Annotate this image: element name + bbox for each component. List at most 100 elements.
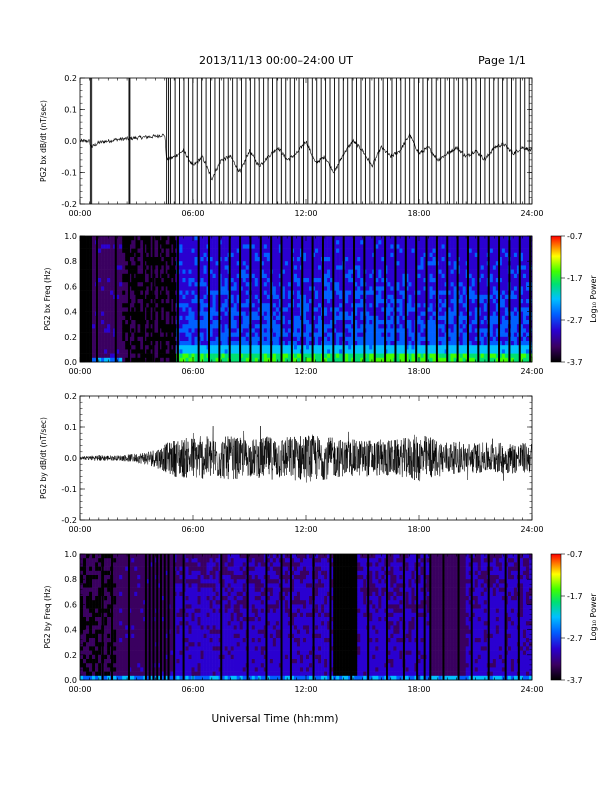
spectrogram-cell <box>281 244 286 249</box>
spectrogram-cell <box>215 336 219 342</box>
spectrogram-cell <box>92 269 96 275</box>
spectrogram-cell <box>212 341 216 346</box>
spectrogram-cell <box>272 240 277 245</box>
spectrogram-cell <box>483 244 488 249</box>
spectrogram-cell <box>254 307 259 312</box>
spectrogram-cell <box>339 244 343 249</box>
spectrogram-cell <box>140 324 144 329</box>
spectrogram-cell <box>215 320 219 325</box>
spectrogram-cell <box>417 328 421 333</box>
spectrogram-cell <box>450 244 454 249</box>
spectrogram-cell <box>426 315 430 321</box>
spectrogram-cell <box>122 269 126 275</box>
spectrogram-cell <box>459 345 463 350</box>
spectrogram-cell <box>92 353 96 359</box>
spectrogram-cell <box>239 278 244 283</box>
spectrogram-cell <box>221 244 225 249</box>
spectrogram-cell <box>284 315 289 321</box>
spectrogram-cell <box>89 244 93 249</box>
spectrogram-cell <box>101 248 105 254</box>
spectrogram-cell <box>89 315 93 321</box>
spectrogram-cell <box>327 269 331 275</box>
spectrogram-cell <box>345 261 349 266</box>
spectrogram-cell <box>312 315 316 321</box>
spectrogram-cell <box>459 269 463 275</box>
spectrogram-cell <box>453 236 457 241</box>
spectrogram-cell <box>89 282 93 287</box>
spectrogram-cell <box>516 345 521 350</box>
spectrogram-cell <box>333 290 337 296</box>
spectrogram-cell <box>155 299 159 304</box>
spectrogram-cell <box>357 236 361 241</box>
spectrogram-cell <box>495 265 500 270</box>
spectrogram-cell <box>107 282 111 287</box>
spectrogram-cell <box>230 336 234 342</box>
spectrogram-cell <box>293 236 298 241</box>
spectrogram-cell <box>447 332 451 338</box>
spectrogram-cell <box>312 328 316 333</box>
spectrogram-cell <box>263 328 268 333</box>
spectrogram-cell <box>441 236 445 241</box>
spectrogram-cell <box>254 294 259 300</box>
spectrogram-cell <box>396 357 400 363</box>
spectrogram-cell <box>345 328 349 333</box>
spectrogram-cell <box>462 336 466 342</box>
spectrogram-cell <box>333 248 337 254</box>
spectrogram-cell <box>242 299 247 304</box>
spectrogram-cell <box>245 303 250 308</box>
spectrogram-cell <box>396 265 400 270</box>
spectrogram-cell <box>80 294 84 300</box>
spectrogram-cell <box>185 299 189 304</box>
spectrogram-cell <box>306 265 310 270</box>
spectrogram-cell <box>107 353 111 359</box>
spectrogram-cell <box>266 311 271 317</box>
spectrogram-cell <box>284 269 289 275</box>
spectrogram-cell <box>122 336 126 342</box>
spectrogram-cell <box>501 336 506 342</box>
spectrogram-cell <box>330 324 334 329</box>
spectrogram-cell <box>387 294 391 300</box>
spectrogram-cell <box>230 265 234 270</box>
spectrogram-cell <box>450 261 454 266</box>
spectrogram-cell <box>411 257 415 262</box>
spectrogram-cell <box>315 349 319 354</box>
spectrogram-cell <box>137 357 141 363</box>
spectrogram-cell <box>236 349 240 354</box>
spectrogram-cell <box>257 278 262 283</box>
spectrogram-cell <box>309 353 313 359</box>
spectrogram-cell <box>522 341 527 346</box>
spectrogram-cell <box>429 265 433 270</box>
spectrogram-cell <box>116 349 120 354</box>
spectrogram-cell <box>351 269 355 275</box>
spectrogram-cell <box>251 328 256 333</box>
spectrogram-cell <box>330 303 334 308</box>
spectrogram-cell <box>411 341 415 346</box>
spectrogram-cell <box>417 315 421 321</box>
spectrogram-cell <box>164 278 168 283</box>
spectrogram-cell <box>480 299 485 304</box>
spectrogram-cell <box>215 248 219 254</box>
spectrogram-cell <box>474 269 479 275</box>
spectrogram-gap <box>169 236 172 362</box>
spectrogram-cell <box>423 286 427 291</box>
spectrogram-cell <box>167 286 171 291</box>
spectrogram-cell <box>149 341 153 346</box>
spectrogram-cell <box>161 332 165 338</box>
spectrogram-cell <box>516 349 521 354</box>
spectrogram-cell <box>327 299 331 304</box>
spectrogram-cell <box>164 294 168 300</box>
spectrogram-cell <box>450 315 454 321</box>
spectrogram-gap <box>321 236 324 362</box>
spectrogram-cell <box>351 353 355 359</box>
spectrogram-gap <box>342 236 345 362</box>
spectrogram-cell <box>453 244 457 249</box>
spectrogram-cell <box>107 294 111 300</box>
spectrogram-cell <box>345 299 349 304</box>
spectrogram-cell <box>327 273 331 279</box>
spectrogram-cell <box>330 315 334 321</box>
spectrogram-cell <box>161 269 165 275</box>
spectrogram-cell <box>309 261 313 266</box>
spectrogram-cell <box>107 320 111 325</box>
spectrogram-cell <box>369 315 373 321</box>
spectrogram-cell <box>257 265 262 270</box>
